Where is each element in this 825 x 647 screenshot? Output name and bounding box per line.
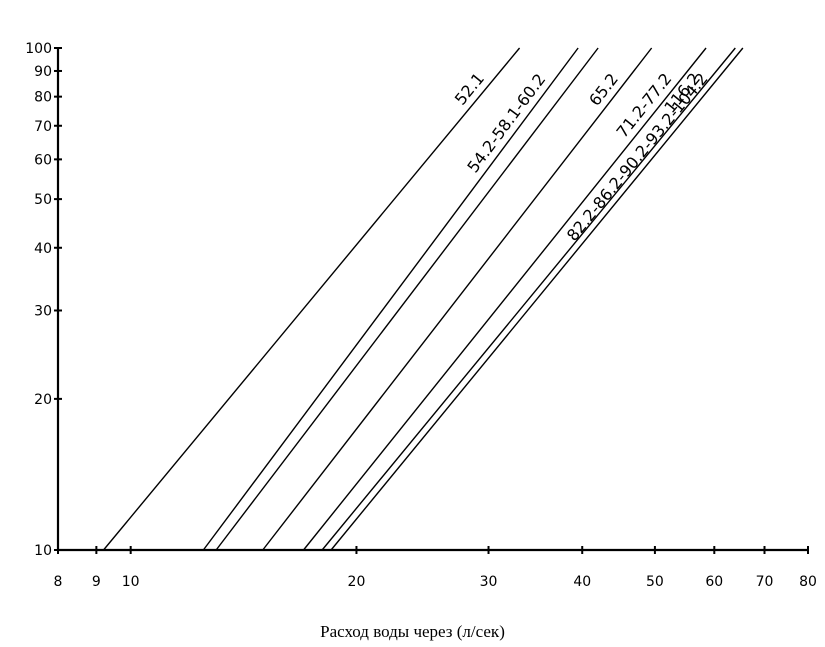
y-tick-label: 80 [34, 90, 52, 106]
series-label: 82.2-86.2-90.2-93.2-104.2 [563, 69, 712, 244]
series-line [215, 47, 599, 551]
y-tick-label: 10 [34, 543, 52, 559]
series-lines [102, 47, 744, 551]
series-label: 52.1 [451, 69, 488, 109]
y-tick-label: 70 [34, 119, 52, 135]
y-tick-label: 100 [25, 41, 52, 57]
y-tick-label: 30 [34, 303, 52, 319]
x-tick-label: 20 [348, 574, 366, 590]
x-tick-label: 70 [756, 574, 774, 590]
series-line [202, 47, 579, 551]
x-tick-label: 40 [573, 574, 591, 590]
series-line [102, 47, 521, 551]
x-tick-label: 80 [799, 574, 817, 590]
x-tick-label: 9 [92, 574, 101, 590]
x-tick-label: 60 [705, 574, 723, 590]
series-labels: 52.154.2-58.1-60.2 65.271.2-77.2116.282.2… [451, 69, 712, 245]
x-tick-label: 30 [480, 574, 498, 590]
series-line [302, 47, 707, 551]
x-axis-label: Расход воды через (л/сек) [320, 622, 505, 641]
series-line [330, 47, 744, 551]
axes [54, 47, 809, 554]
y-tick-label: 90 [34, 64, 52, 80]
y-tick-label: 50 [34, 192, 52, 208]
x-tick-label: 50 [646, 574, 664, 590]
x-tick-label: 8 [54, 574, 63, 590]
series-line [262, 47, 653, 551]
series-line [321, 47, 736, 551]
y-tick-label: 60 [34, 152, 52, 168]
tick-labels: 10 20 30 40 50 60 70 80 90 100 8 9 10 20 30 40 50 60 70 80 [25, 41, 817, 590]
y-tick-label: 20 [34, 392, 52, 408]
y-tick-label: 40 [34, 241, 52, 257]
x-tick-label: 10 [122, 574, 140, 590]
series-label: 65.2 [585, 70, 622, 110]
